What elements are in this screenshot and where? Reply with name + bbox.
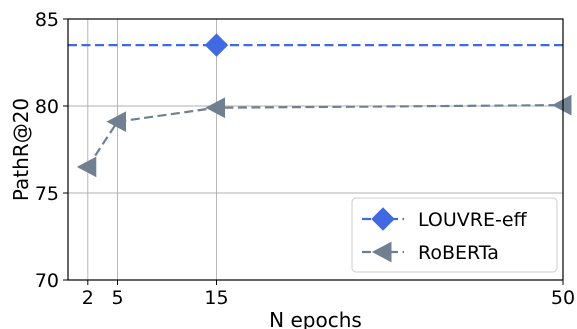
y-tick-label: 85 <box>35 9 59 31</box>
legend-label-roberta: RoBERTa <box>418 242 499 264</box>
y-tick-label: 75 <box>35 183 59 205</box>
plot-frame <box>67 18 564 281</box>
roberta-point <box>76 156 97 178</box>
legend-box <box>351 197 558 273</box>
x-tick-label: 15 <box>204 287 228 309</box>
x-tick-label: 2 <box>82 287 94 309</box>
legend: LOUVRE-eff RoBERTa <box>351 197 558 273</box>
roberta-point <box>106 111 126 132</box>
legend-marker-louvre-eff <box>371 207 395 231</box>
x-tick-label: 50 <box>551 287 575 309</box>
y-axis-label: PathR@20 <box>9 98 33 201</box>
roberta-point <box>205 97 225 119</box>
roberta-line <box>86 104 564 168</box>
legend-items: LOUVRE-eff RoBERTa <box>362 207 528 264</box>
ticks: 2 5 15 50 70 75 80 85 <box>35 9 575 309</box>
legend-label-louvre-eff: LOUVRE-eff <box>418 209 528 231</box>
y-tick-label: 80 <box>35 96 59 118</box>
roberta-point <box>551 94 572 116</box>
grid <box>68 19 563 280</box>
louvre-eff-point <box>204 33 229 57</box>
y-tick-label: 70 <box>35 270 59 292</box>
x-axis-label: N epochs <box>269 308 362 329</box>
legend-marker-roberta <box>371 241 392 263</box>
x-tick-label: 5 <box>111 287 123 309</box>
series-layer <box>68 33 572 178</box>
